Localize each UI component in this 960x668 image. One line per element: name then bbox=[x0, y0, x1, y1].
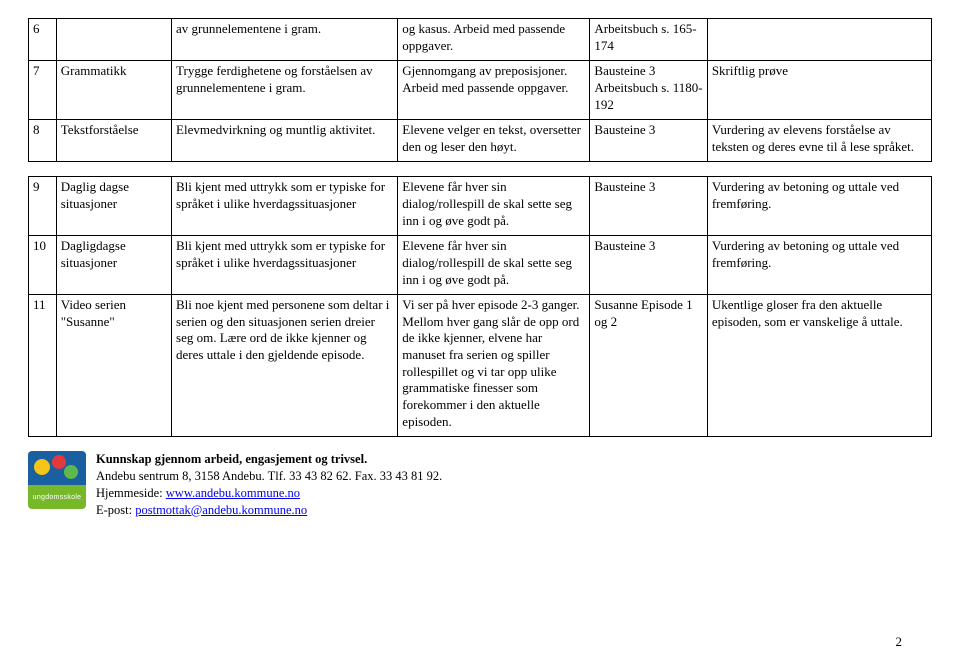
cell-evaluation bbox=[707, 19, 931, 61]
table-row: 9Daglig dagse situasjonerBli kjent med u… bbox=[29, 177, 932, 236]
footer-slogan: Kunnskap gjennom arbeid, engasjement og … bbox=[96, 452, 367, 466]
page-footer: ungdomsskole Kunnskap gjennom arbeid, en… bbox=[28, 451, 932, 519]
footer-text-block: Kunnskap gjennom arbeid, engasjement og … bbox=[96, 451, 442, 519]
homepage-label: Hjemmeside: bbox=[96, 486, 166, 500]
cell-num: 6 bbox=[29, 19, 57, 61]
cell-competence: Bli kjent med uttrykk som er typiske for… bbox=[172, 236, 398, 295]
table-1: 6 av grunnelementene i gram.og kasus. Arb… bbox=[28, 18, 932, 162]
cell-evaluation: Skriftlig prøve bbox=[707, 61, 931, 120]
cell-num: 8 bbox=[29, 120, 57, 162]
cell-competence: Bli kjent med uttrykk som er typiske for… bbox=[172, 177, 398, 236]
cell-source: Bausteine 3 Arbeitsbuch s. 1180-192 bbox=[590, 61, 707, 120]
cell-activity: og kasus. Arbeid med passende oppgaver. bbox=[398, 19, 590, 61]
table-row: 10Dagligdagse situasjonerBli kjent med u… bbox=[29, 236, 932, 295]
table-row: 11Video serien "Susanne"Bli noe kjent me… bbox=[29, 295, 932, 437]
cell-topic: Daglig dagse situasjoner bbox=[56, 177, 171, 236]
email-link[interactable]: postmottak@andebu.kommune.no bbox=[135, 503, 307, 517]
email-label: E-post: bbox=[96, 503, 135, 517]
cell-source: Arbeitsbuch s. 165-174 bbox=[590, 19, 707, 61]
cell-source: Bausteine 3 bbox=[590, 120, 707, 162]
cell-activity: Elevene velger en tekst, oversetter den … bbox=[398, 120, 590, 162]
cell-activity: Elevene får hver sin dialog/rollespill d… bbox=[398, 177, 590, 236]
cell-evaluation: Vurdering av betoning og uttale ved frem… bbox=[707, 236, 931, 295]
cell-topic: Grammatikk bbox=[56, 61, 171, 120]
table-row: 7GrammatikkTrygge ferdighetene og forstå… bbox=[29, 61, 932, 120]
footer-address: Andebu sentrum 8, 3158 Andebu. Tlf. 33 4… bbox=[96, 469, 442, 483]
cell-topic: Tekstforståelse bbox=[56, 120, 171, 162]
cell-topic bbox=[56, 19, 171, 61]
cell-source: Bausteine 3 bbox=[590, 236, 707, 295]
cell-activity: Elevene får hver sin dialog/rollespill d… bbox=[398, 236, 590, 295]
cell-num: 7 bbox=[29, 61, 57, 120]
cell-competence: Trygge ferdighetene og forståelsen av gr… bbox=[172, 61, 398, 120]
cell-source: Susanne Episode 1 og 2 bbox=[590, 295, 707, 437]
cell-evaluation: Ukentlige gloser fra den aktuelle episod… bbox=[707, 295, 931, 437]
cell-evaluation: Vurdering av elevens forståelse av tekst… bbox=[707, 120, 931, 162]
table-row: 6 av grunnelementene i gram.og kasus. Arb… bbox=[29, 19, 932, 61]
cell-num: 11 bbox=[29, 295, 57, 437]
homepage-link[interactable]: www.andebu.kommune.no bbox=[166, 486, 300, 500]
page-number: 2 bbox=[896, 634, 903, 650]
table-row: 8TekstforståelseElevmedvirkning og muntl… bbox=[29, 120, 932, 162]
cell-competence: Bli noe kjent med personene som deltar i… bbox=[172, 295, 398, 437]
cell-num: 10 bbox=[29, 236, 57, 295]
table-2: 9Daglig dagse situasjonerBli kjent med u… bbox=[28, 176, 932, 437]
cell-topic: Video serien "Susanne" bbox=[56, 295, 171, 437]
cell-num: 9 bbox=[29, 177, 57, 236]
logo-text: ungdomsskole bbox=[28, 485, 86, 509]
cell-activity: Gjennomgang av preposisjoner. Arbeid med… bbox=[398, 61, 590, 120]
cell-evaluation: Vurdering av betoning og uttale ved frem… bbox=[707, 177, 931, 236]
cell-source: Bausteine 3 bbox=[590, 177, 707, 236]
cell-topic: Dagligdagse situasjoner bbox=[56, 236, 171, 295]
school-logo: ungdomsskole bbox=[28, 451, 86, 509]
cell-competence: Elevmedvirkning og muntlig aktivitet. bbox=[172, 120, 398, 162]
cell-competence: av grunnelementene i gram. bbox=[172, 19, 398, 61]
cell-activity: Vi ser på hver episode 2-3 ganger. Mello… bbox=[398, 295, 590, 437]
